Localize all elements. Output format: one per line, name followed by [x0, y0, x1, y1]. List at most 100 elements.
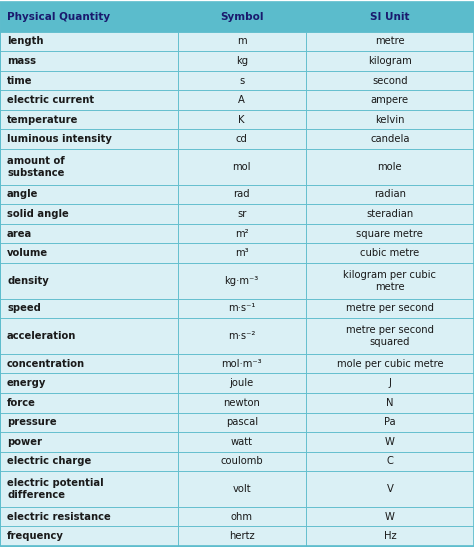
- Bar: [0, 129, 178, 149]
- Text: cubic metre: cubic metre: [360, 248, 419, 258]
- Bar: [178, 2, 306, 32]
- Text: J: J: [388, 378, 392, 388]
- Bar: [306, 318, 474, 354]
- Bar: [0, 413, 178, 432]
- Text: cd: cd: [236, 134, 248, 144]
- Text: frequency: frequency: [7, 531, 64, 541]
- Text: metre per second
squared: metre per second squared: [346, 325, 434, 347]
- Text: electric resistance: electric resistance: [7, 512, 111, 522]
- Text: temperature: temperature: [7, 115, 78, 125]
- Bar: [306, 354, 474, 373]
- Bar: [0, 373, 178, 393]
- Bar: [178, 243, 306, 263]
- Bar: [306, 110, 474, 129]
- Bar: [306, 413, 474, 432]
- Text: watt: watt: [231, 437, 253, 447]
- Text: kg: kg: [236, 56, 248, 66]
- Bar: [178, 354, 306, 373]
- Bar: [306, 129, 474, 149]
- Bar: [306, 32, 474, 51]
- Text: concentration: concentration: [7, 358, 85, 369]
- Text: area: area: [7, 229, 32, 238]
- Text: Pa: Pa: [384, 417, 396, 427]
- Text: hertz: hertz: [229, 531, 255, 541]
- Bar: [306, 527, 474, 546]
- Bar: [306, 373, 474, 393]
- Bar: [0, 90, 178, 110]
- Bar: [178, 224, 306, 243]
- Text: metre: metre: [375, 36, 405, 47]
- Text: radian: radian: [374, 190, 406, 199]
- Bar: [178, 527, 306, 546]
- Bar: [178, 263, 306, 299]
- Text: acceleration: acceleration: [7, 331, 76, 341]
- Text: power: power: [7, 437, 42, 447]
- Text: m·s⁻¹: m·s⁻¹: [228, 304, 255, 313]
- Text: steradian: steradian: [366, 209, 413, 219]
- Bar: [0, 149, 178, 185]
- Text: amount of
substance: amount of substance: [7, 156, 65, 178]
- Text: mol·m⁻³: mol·m⁻³: [221, 358, 262, 369]
- Text: coulomb: coulomb: [220, 456, 263, 466]
- Bar: [306, 2, 474, 32]
- Bar: [0, 299, 178, 318]
- Text: m²: m²: [235, 229, 248, 238]
- Bar: [306, 263, 474, 299]
- Bar: [306, 432, 474, 452]
- Bar: [178, 471, 306, 507]
- Text: time: time: [7, 76, 33, 85]
- Bar: [178, 393, 306, 413]
- Bar: [178, 185, 306, 204]
- Text: SI Unit: SI Unit: [370, 12, 410, 22]
- Text: sr: sr: [237, 209, 246, 219]
- Bar: [178, 90, 306, 110]
- Bar: [306, 51, 474, 71]
- Text: volt: volt: [232, 484, 251, 494]
- Text: Physical Quantity: Physical Quantity: [7, 12, 110, 22]
- Bar: [0, 452, 178, 471]
- Text: W: W: [385, 512, 395, 522]
- Bar: [0, 354, 178, 373]
- Bar: [178, 373, 306, 393]
- Text: ohm: ohm: [231, 512, 253, 522]
- Text: kilogram per cubic
metre: kilogram per cubic metre: [343, 270, 437, 292]
- Text: mole per cubic metre: mole per cubic metre: [337, 358, 443, 369]
- Text: electric potential
difference: electric potential difference: [7, 478, 104, 500]
- Text: s: s: [239, 76, 245, 85]
- Text: N: N: [386, 398, 393, 408]
- Bar: [0, 243, 178, 263]
- Text: force: force: [7, 398, 36, 408]
- Bar: [0, 224, 178, 243]
- Text: mole: mole: [378, 162, 402, 172]
- Bar: [0, 51, 178, 71]
- Bar: [0, 318, 178, 354]
- Text: rad: rad: [233, 190, 250, 199]
- Bar: [178, 299, 306, 318]
- Text: solid angle: solid angle: [7, 209, 69, 219]
- Bar: [306, 204, 474, 224]
- Bar: [0, 32, 178, 51]
- Bar: [306, 393, 474, 413]
- Text: pascal: pascal: [226, 417, 258, 427]
- Text: kg·m⁻³: kg·m⁻³: [225, 276, 259, 286]
- Text: electric charge: electric charge: [7, 456, 91, 466]
- Bar: [0, 471, 178, 507]
- Bar: [0, 263, 178, 299]
- Bar: [0, 2, 178, 32]
- Text: Symbol: Symbol: [220, 12, 264, 22]
- Text: m·s⁻²: m·s⁻²: [228, 331, 255, 341]
- Text: V: V: [386, 484, 393, 494]
- Bar: [178, 204, 306, 224]
- Text: luminous intensity: luminous intensity: [7, 134, 112, 144]
- Text: electric current: electric current: [7, 95, 94, 105]
- Text: volume: volume: [7, 248, 48, 258]
- Bar: [178, 507, 306, 527]
- Bar: [178, 432, 306, 452]
- Text: kilogram: kilogram: [368, 56, 412, 66]
- Text: kelvin: kelvin: [375, 115, 405, 125]
- Bar: [0, 204, 178, 224]
- Text: density: density: [7, 276, 49, 286]
- Text: ampere: ampere: [371, 95, 409, 105]
- Bar: [306, 471, 474, 507]
- Text: speed: speed: [7, 304, 41, 313]
